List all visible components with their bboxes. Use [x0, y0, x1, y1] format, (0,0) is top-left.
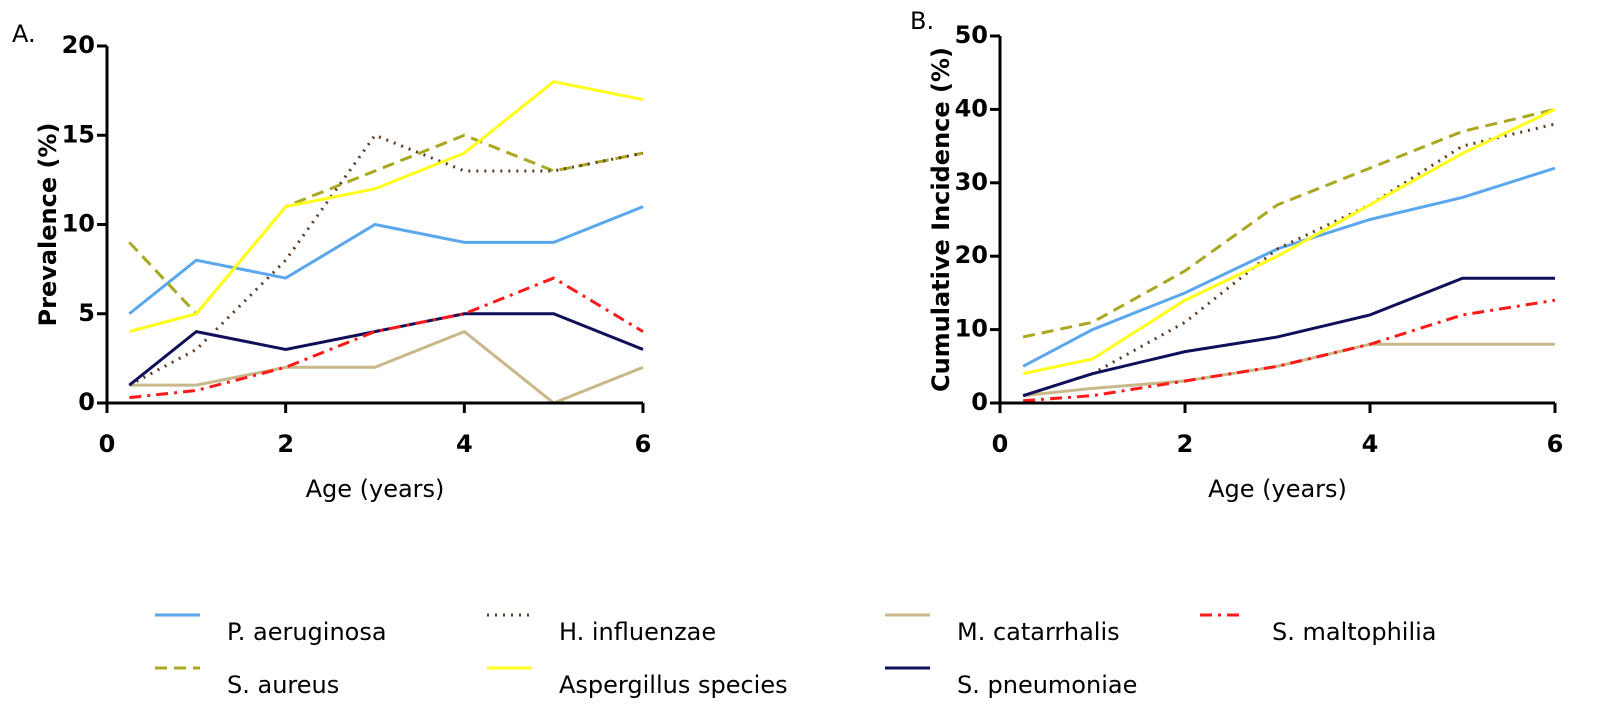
- legend-label: S. aureus: [227, 671, 339, 699]
- y-tick-label: 0: [971, 388, 988, 416]
- y-tick-label: 20: [955, 241, 988, 269]
- y-tick-label: 30: [955, 168, 988, 196]
- series-line: [1022, 107, 1556, 339]
- y-tick-label: 50: [955, 21, 988, 49]
- x-tick-label: 6: [1547, 430, 1564, 458]
- y-tick-label: 10: [955, 315, 988, 343]
- legend-label: S. pneumoniae: [957, 671, 1137, 699]
- legend-label: Aspergillus species: [559, 671, 788, 699]
- panel-label: A.: [12, 20, 36, 48]
- x-tick-label: 2: [277, 430, 294, 458]
- series-line: [128, 80, 644, 334]
- panel-label: B.: [910, 7, 934, 35]
- y-axis-title: Prevalence (%): [34, 123, 62, 327]
- y-tick-label: 10: [62, 210, 95, 238]
- legend-label: S. maltophilia: [1272, 618, 1437, 646]
- legend-label: M. catarrhalis: [957, 618, 1120, 646]
- series-line: [129, 329, 644, 405]
- x-tick-label: 0: [992, 430, 1009, 458]
- legend-label: P. aeruginosa: [227, 618, 387, 646]
- y-tick-label: 20: [62, 31, 95, 59]
- series-line: [1022, 166, 1556, 368]
- y-axis-title: Cumulative Incidence (%): [927, 47, 955, 392]
- series-line: [1022, 342, 1555, 398]
- y-tick-label: 5: [78, 299, 95, 327]
- x-tick-label: 6: [635, 430, 652, 458]
- x-tick-label: 4: [1362, 430, 1379, 458]
- series-line: [1022, 108, 1556, 376]
- y-tick-label: 40: [955, 94, 988, 122]
- legend-label: H. influenzae: [559, 618, 716, 646]
- y-tick-label: 15: [62, 120, 95, 148]
- x-tick-label: 4: [456, 430, 473, 458]
- x-axis-title: Age (years): [306, 475, 445, 503]
- series-line: [1022, 122, 1556, 398]
- x-axis-title: Age (years): [1208, 475, 1347, 503]
- series-line: [128, 312, 644, 387]
- series-line: [128, 133, 644, 317]
- series-line: [128, 205, 644, 315]
- series-line: [129, 276, 644, 400]
- x-tick-label: 2: [1177, 430, 1194, 458]
- series-line: [1022, 276, 1555, 398]
- x-tick-label: 0: [99, 430, 116, 458]
- series-line: [128, 133, 644, 387]
- y-tick-label: 0: [78, 388, 95, 416]
